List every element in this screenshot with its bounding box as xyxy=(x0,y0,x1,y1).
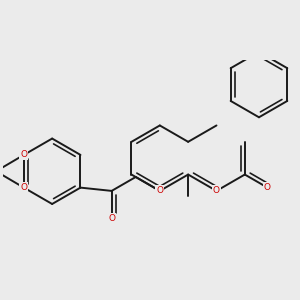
Text: O: O xyxy=(264,183,271,192)
Text: O: O xyxy=(156,186,163,195)
Text: O: O xyxy=(108,214,115,223)
Text: O: O xyxy=(20,183,27,192)
Text: O: O xyxy=(213,186,220,195)
Text: O: O xyxy=(20,150,27,159)
